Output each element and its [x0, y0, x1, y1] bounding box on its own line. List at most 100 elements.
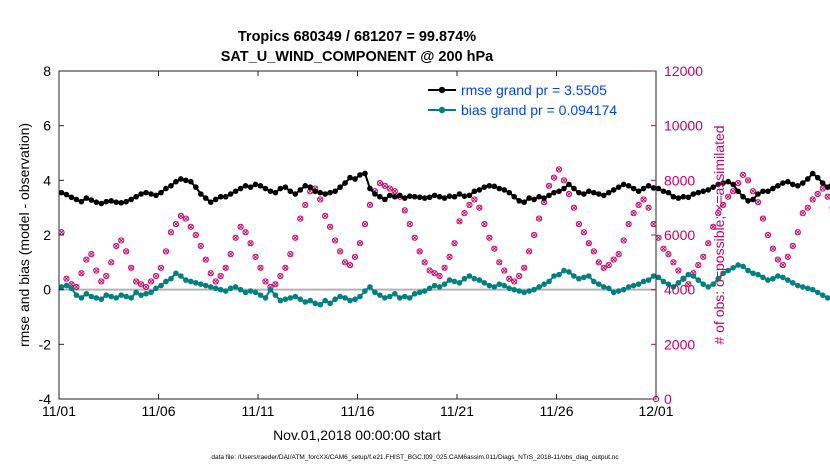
bias-point — [411, 290, 418, 297]
bias-point — [814, 289, 821, 296]
bias-point — [745, 267, 751, 274]
y-axis-right-label: # of obs: o=possible; ×=assimilated — [711, 125, 727, 344]
y-tick-label-right: 12000 — [664, 63, 703, 79]
bias-point — [118, 292, 124, 298]
obs-assimilated-marker — [471, 196, 477, 202]
obs-assimilated-marker — [521, 265, 527, 271]
bias-point — [720, 270, 726, 277]
bias-point — [705, 284, 712, 290]
obs-possible-marker — [332, 237, 339, 244]
obs-assimilated-marker — [800, 210, 806, 216]
rmse-point — [103, 198, 110, 205]
obs-assimilated-marker — [113, 243, 119, 249]
bias-point — [377, 292, 383, 298]
rmse-point — [755, 191, 761, 197]
rmse-point — [804, 176, 811, 182]
bias-point — [232, 284, 239, 290]
rmse-point — [695, 189, 702, 196]
x-tick-label: 11/11 — [242, 403, 275, 419]
obs-possible-marker — [635, 201, 642, 209]
obs-possible-marker — [63, 275, 70, 282]
obs-assimilated-marker — [243, 229, 249, 235]
rmse-point — [740, 193, 746, 200]
obs-assimilated-marker — [556, 166, 562, 172]
obs-assimilated-marker — [646, 205, 652, 211]
obs-assimilated-marker — [611, 257, 617, 263]
obs-possible-marker — [675, 267, 682, 274]
obs-possible-marker — [715, 210, 722, 217]
bias-point — [819, 292, 826, 298]
bias-point — [367, 284, 373, 290]
obs-possible-marker — [605, 261, 612, 269]
obs-assimilated-marker — [332, 237, 338, 243]
bias-point — [143, 290, 149, 297]
y-tick-label-right: 8000 — [664, 172, 695, 188]
bias-point — [337, 293, 343, 300]
obs-assimilated-marker — [257, 265, 264, 271]
bias-point — [566, 269, 572, 275]
obs-assimilated-marker — [317, 196, 323, 202]
rmse-point — [332, 188, 338, 195]
legend-bias-marker — [438, 106, 446, 114]
bias-point — [322, 297, 328, 304]
obs-assimilated-marker — [616, 251, 622, 257]
rmse-point — [153, 192, 159, 199]
obs-assimilated-marker — [790, 243, 796, 249]
obs-assimilated-marker — [650, 221, 657, 227]
rmse-point — [461, 193, 468, 199]
rmse-point — [377, 193, 383, 200]
rmse-point — [640, 185, 647, 192]
obs-possible-marker — [356, 240, 364, 247]
bias-point — [237, 286, 244, 293]
bias-point — [581, 274, 587, 281]
rmse-point — [173, 178, 179, 185]
obs-possible-marker — [317, 196, 324, 203]
obs-possible-marker — [511, 278, 518, 285]
obs-possible-marker — [799, 210, 806, 217]
obs-assimilated-marker — [362, 221, 368, 227]
legend-rmse-marker — [438, 86, 446, 94]
bias-point — [93, 295, 100, 301]
obs-assimilated-marker — [352, 254, 358, 260]
obs-possible-marker — [88, 251, 95, 258]
bias-point — [183, 277, 189, 283]
obs-possible-marker — [366, 201, 374, 209]
obs-assimilated-marker — [238, 224, 244, 230]
rmse-point — [655, 185, 662, 192]
bias-point — [760, 274, 766, 281]
rmse-point — [193, 184, 199, 190]
obs-assimilated-marker — [93, 268, 99, 274]
rmse-point — [257, 183, 264, 189]
obs-assimilated-marker — [626, 221, 632, 227]
obs-possible-marker — [620, 237, 627, 244]
obs-possible-marker — [381, 182, 388, 189]
obs-possible-marker — [222, 264, 229, 271]
obs-assimilated-marker — [476, 205, 482, 211]
bias-point — [103, 292, 110, 298]
legend-rmse-label: rmse grand pr = 3.5505 — [461, 82, 607, 98]
obs-assimilated-marker — [248, 240, 254, 246]
bias-point — [541, 281, 547, 288]
obs-possible-marker — [118, 237, 125, 244]
bias-point — [158, 282, 164, 289]
bias-point — [765, 277, 771, 283]
obs-possible-marker — [277, 272, 284, 280]
rmse-point — [715, 181, 721, 188]
bias-point — [307, 297, 314, 304]
obs-possible-marker — [292, 234, 299, 241]
rmse-point — [675, 195, 682, 201]
rmse-point — [382, 196, 388, 203]
obs-assimilated-marker — [735, 180, 741, 186]
y-tick-label-right: 0 — [664, 391, 672, 407]
rmse-point — [148, 191, 154, 197]
obs-possible-marker — [486, 234, 493, 241]
obs-assimilated-marker — [183, 216, 189, 222]
y-tick-label-left: 4 — [43, 172, 51, 188]
bias-point — [486, 282, 493, 289]
rmse-point — [710, 184, 717, 190]
rmse-point — [138, 191, 144, 197]
bias-point — [252, 289, 259, 296]
obs-assimilated-marker — [73, 284, 79, 290]
bias-point — [392, 290, 398, 297]
obs-assimilated-marker — [108, 259, 114, 265]
